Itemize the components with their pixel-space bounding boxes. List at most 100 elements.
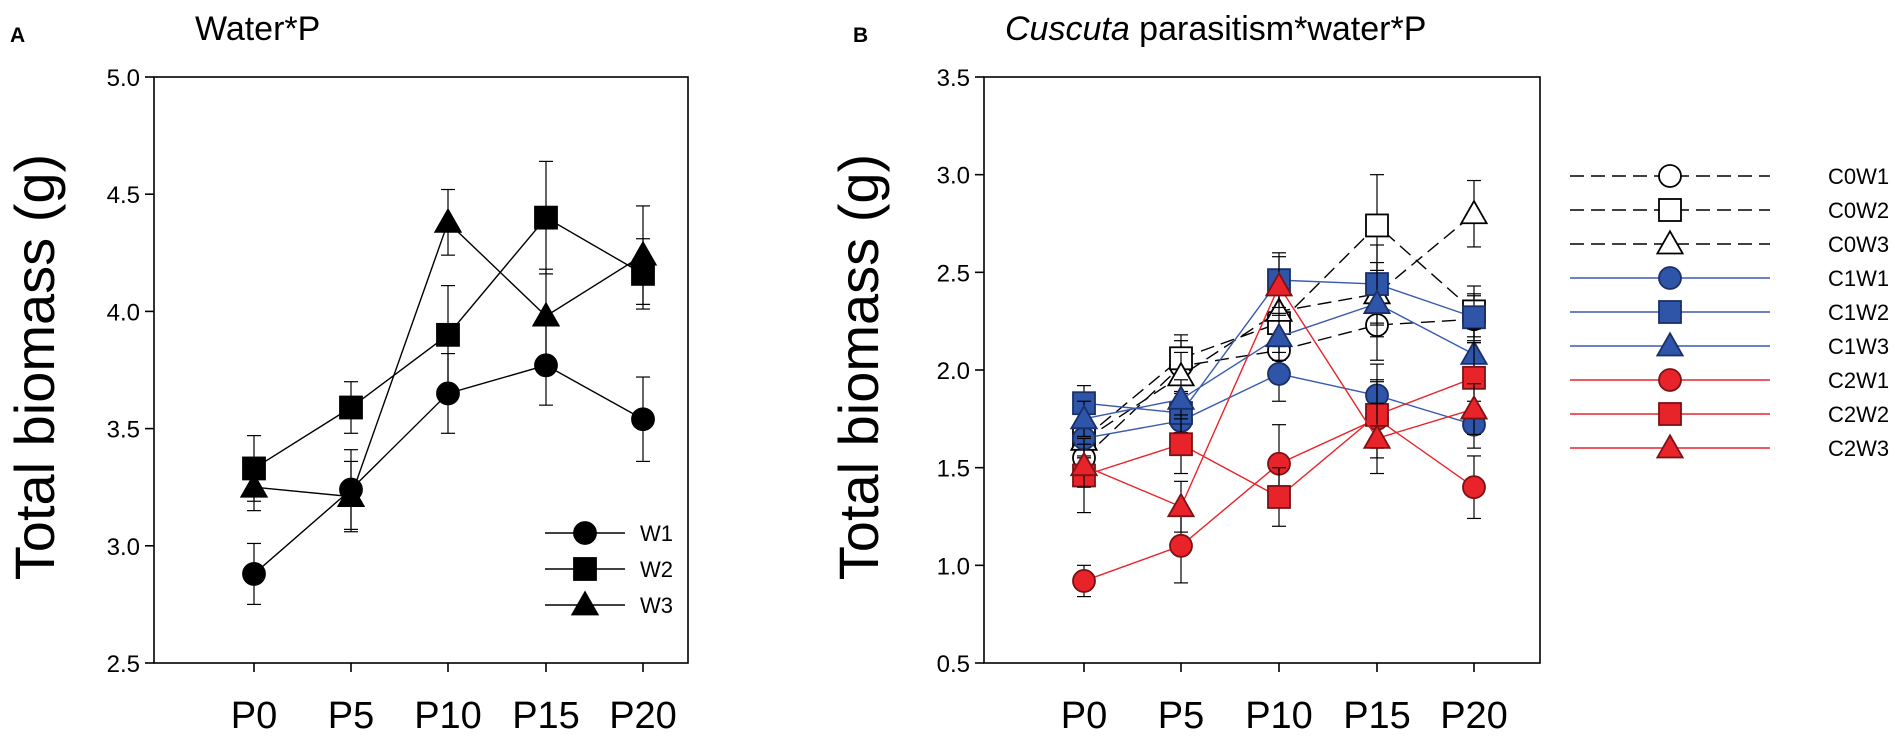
y-tick-label: 3.5 xyxy=(107,417,140,444)
y-tick-label: 4.0 xyxy=(107,299,140,326)
legend-marker xyxy=(1658,164,1682,188)
data-point xyxy=(242,562,266,586)
x-tick-label: P20 xyxy=(1440,695,1508,736)
data-point xyxy=(339,395,363,420)
data-point xyxy=(433,207,463,233)
legend-entry-c1w1: C1W1 xyxy=(1570,266,1889,291)
data-point xyxy=(1169,533,1193,558)
panel-b-title-italic: Cuscuta xyxy=(1005,10,1130,48)
panel-a-x-axis: P0 P5 P10 P15 P20 xyxy=(231,663,677,736)
data-point xyxy=(1462,475,1486,500)
legend-entry-c2w3: C2W3 xyxy=(1570,433,1889,461)
series-w3 xyxy=(239,188,658,533)
data-point xyxy=(531,301,561,327)
y-tick-label: 1.0 xyxy=(937,553,970,580)
x-tick-label: P10 xyxy=(414,695,482,736)
data-point xyxy=(1462,305,1486,330)
legend-label: C2W3 xyxy=(1828,436,1889,461)
y-tick-label: 2.5 xyxy=(107,651,140,678)
legend-marker xyxy=(570,590,600,616)
series-line xyxy=(1083,224,1475,439)
legend-marker xyxy=(1655,229,1685,255)
legend-entry-c0w2: C0W2 xyxy=(1570,198,1889,223)
y-tick-label: 1.5 xyxy=(937,456,970,483)
x-tick-label: P20 xyxy=(609,695,677,736)
legend-marker xyxy=(1658,198,1682,222)
x-tick-label: P15 xyxy=(512,695,580,736)
legend-entry-w1: W1 xyxy=(545,521,673,546)
legend-marker xyxy=(1658,300,1682,324)
y-tick-label: 0.5 xyxy=(937,651,970,678)
panel-a: A Water*P Total biomass (g) 2.5 3.0 3.5 4.0… xyxy=(3,10,689,736)
legend-label: C2W1 xyxy=(1828,368,1889,393)
legend-entry-w2: W2 xyxy=(545,557,673,582)
data-point xyxy=(1169,432,1193,457)
panel-b-ylabel: Total biomass (g) xyxy=(827,154,890,580)
legend-label: C1W2 xyxy=(1828,300,1889,325)
legend-label: C1W1 xyxy=(1828,266,1889,291)
data-point xyxy=(1362,289,1392,314)
legend-label: C0W2 xyxy=(1828,198,1889,223)
data-point xyxy=(436,381,460,406)
legend-label: W2 xyxy=(640,557,673,582)
data-point xyxy=(1069,451,1099,477)
data-point xyxy=(1459,199,1489,225)
y-tick-label: 4.5 xyxy=(107,182,140,209)
y-tick-label: 3.0 xyxy=(107,534,140,561)
panel-b-y-axis: 0.5 1.0 1.5 2.0 2.5 3.0 3.5 xyxy=(937,65,984,678)
legend-label: C0W1 xyxy=(1828,164,1889,189)
x-tick-label: P0 xyxy=(1061,695,1107,736)
x-tick-label: P5 xyxy=(328,695,374,736)
panel-b-letter: B xyxy=(853,24,868,47)
panel-a-title: Water*P xyxy=(195,10,320,48)
panel-a-y-axis: 2.5 3.0 3.5 4.0 4.5 5.0 xyxy=(107,65,154,678)
data-point xyxy=(1264,322,1294,348)
legend-entry-w3: W3 xyxy=(545,590,673,618)
legend-entry-c0w3: C0W3 xyxy=(1570,229,1889,257)
legend-label: C2W2 xyxy=(1828,402,1889,427)
legend-marker xyxy=(1658,266,1682,290)
legend-marker xyxy=(573,521,597,545)
legend-label: W1 xyxy=(640,521,673,546)
y-tick-label: 2.0 xyxy=(937,358,970,385)
panel-a-series xyxy=(239,160,658,606)
x-tick-label: P10 xyxy=(1245,695,1313,736)
panel-b-plot-frame xyxy=(983,76,1541,664)
data-point xyxy=(1069,404,1099,430)
legend-label: C1W3 xyxy=(1828,334,1889,359)
x-tick-label: P15 xyxy=(1343,695,1411,736)
legend-entry-c2w1: C2W1 xyxy=(1570,368,1889,393)
legend-entry-c1w3: C1W3 xyxy=(1570,331,1889,359)
legend-label: W3 xyxy=(640,593,673,618)
panel-b-title: Cuscuta parasitism*water*P xyxy=(1005,10,1426,48)
data-point xyxy=(534,205,558,230)
data-point xyxy=(631,407,655,432)
data-point xyxy=(1459,394,1489,420)
panel-b-series xyxy=(1069,174,1489,598)
y-tick-label: 5.0 xyxy=(107,65,140,92)
legend-marker xyxy=(1658,402,1682,426)
panel-b-title-rest: parasitism*water*P xyxy=(1130,10,1427,48)
data-point xyxy=(1072,569,1096,593)
panel-a-letter: A xyxy=(10,24,25,47)
legend-marker xyxy=(573,557,597,581)
y-tick-label: 3.5 xyxy=(937,65,970,92)
y-tick-label: 3.0 xyxy=(937,163,970,190)
legend-marker xyxy=(1655,331,1685,357)
series-c2w1 xyxy=(1072,379,1486,598)
data-point xyxy=(1264,271,1294,297)
data-point xyxy=(1166,384,1196,410)
data-point xyxy=(1267,485,1291,509)
data-point xyxy=(1166,492,1196,518)
legend-entry-c1w2: C1W2 xyxy=(1570,300,1889,325)
x-tick-label: P0 xyxy=(231,695,277,736)
panel-b-legend: C0W1 C0W2 C0W3 C1W1 C1W2 C1W3 C2W1 C2W2 C2W3 xyxy=(1570,164,1889,461)
legend-entry-c0w1: C0W1 xyxy=(1570,164,1889,189)
legend-marker xyxy=(1655,433,1685,459)
series-c1w3 xyxy=(1069,269,1489,438)
series-c2w3 xyxy=(1069,256,1489,533)
data-point xyxy=(1365,213,1389,238)
data-point xyxy=(1267,362,1291,386)
x-tick-label: P5 xyxy=(1158,695,1204,736)
